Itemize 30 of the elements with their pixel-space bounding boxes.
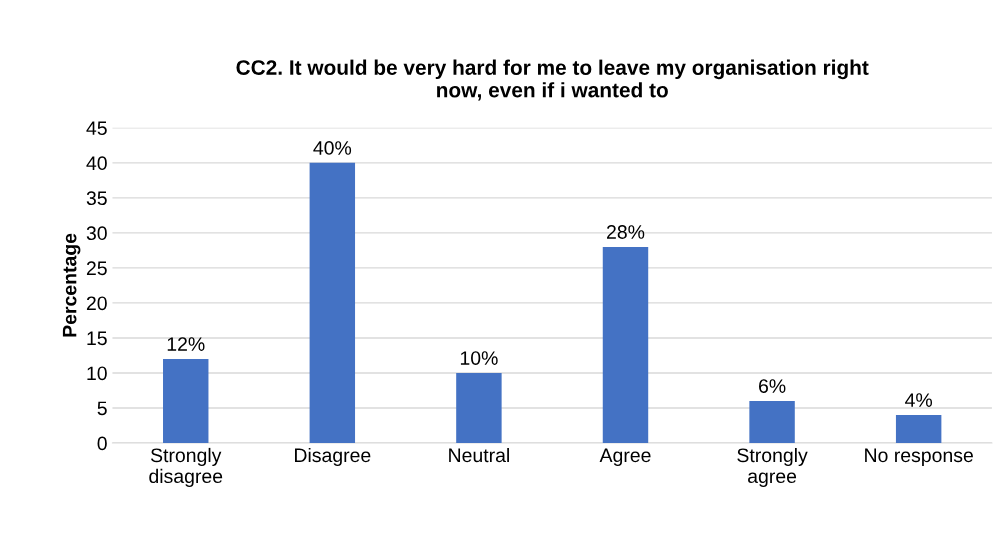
y-tick-label: 20 [86, 296, 107, 311]
x-tick-label: Agree [599, 448, 651, 467]
bar [602, 246, 649, 444]
y-tick-label: 30 [86, 226, 107, 241]
x-tick-label: Neutral [449, 447, 509, 463]
y-tick-label: 35 [86, 191, 107, 206]
data-label: 10% [460, 351, 498, 365]
x-tick-label: Strongly agree [737, 447, 808, 487]
y-axis-title: Percentage [62, 233, 81, 337]
y-tick-label: 0 [97, 436, 107, 451]
bar [309, 162, 356, 444]
bar [749, 401, 795, 444]
x-tick-label: Strongly disagree [149, 447, 223, 487]
y-tick-label: 5 [97, 401, 107, 416]
chart-title: CC2. It would be very hard for me to leave my organisation right now, even if i wanted to [236, 59, 869, 101]
y-tick-label: 10 [87, 366, 107, 381]
bar [456, 372, 502, 444]
bar [163, 358, 209, 444]
data-label: 6% [759, 379, 786, 393]
data-label: 12% [167, 337, 205, 351]
data-label: 28% [607, 225, 645, 239]
y-tick-label: 25 [86, 261, 107, 276]
data-label: 40% [313, 141, 352, 155]
y-tick-label: 45 [86, 121, 107, 136]
y-tick-label: 15 [87, 331, 107, 346]
y-tick-label: 40 [86, 156, 107, 171]
x-tick-label: No response [865, 448, 973, 467]
data-label: 4% [905, 393, 933, 407]
bar [895, 415, 942, 444]
x-tick-label: Disagree [295, 447, 371, 467]
